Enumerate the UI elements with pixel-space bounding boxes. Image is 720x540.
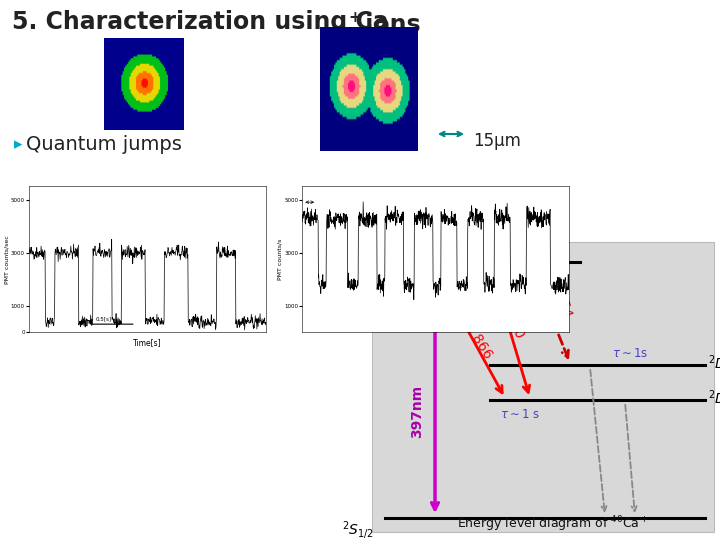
Text: 5. Characterization using Ca: 5. Characterization using Ca <box>12 10 389 34</box>
Y-axis label: PMT counts/sec: PMT counts/sec <box>4 235 9 284</box>
Text: $^2P_{3/2}$: $^2P_{3/2}$ <box>343 238 374 260</box>
Text: ▸: ▸ <box>14 135 22 153</box>
Text: $^2S_{1/2}$: $^2S_{1/2}$ <box>342 519 374 540</box>
Text: Energy level diagram of $^{40}$Ca$^+$: Energy level diagram of $^{40}$Ca$^+$ <box>457 515 649 534</box>
X-axis label: Time[s]: Time[s] <box>133 338 162 347</box>
Text: 397nm: 397nm <box>410 385 424 438</box>
Text: $^2D_{5/2}$: $^2D_{5/2}$ <box>708 353 720 375</box>
Text: 15μm: 15μm <box>473 132 521 150</box>
Text: $\tau\sim$1s: $\tau\sim$1s <box>612 347 649 360</box>
Bar <box>372 242 714 532</box>
Y-axis label: PMT counts/s: PMT counts/s <box>278 239 283 280</box>
Text: 866: 866 <box>468 333 494 362</box>
Text: 0.5[s]: 0.5[s] <box>95 316 112 321</box>
Text: $^2P_{1/2}$: $^2P_{1/2}$ <box>343 281 374 303</box>
Text: 850: 850 <box>502 311 526 341</box>
Text: +: + <box>348 10 361 25</box>
Text: ions: ions <box>357 13 420 37</box>
Text: Quantum jumps: Quantum jumps <box>26 135 182 154</box>
Text: 854: 854 <box>552 291 573 320</box>
Text: $^2D_{3/2}$: $^2D_{3/2}$ <box>708 388 720 410</box>
Text: $\tau\sim 1$ s: $\tau\sim 1$ s <box>500 408 540 421</box>
